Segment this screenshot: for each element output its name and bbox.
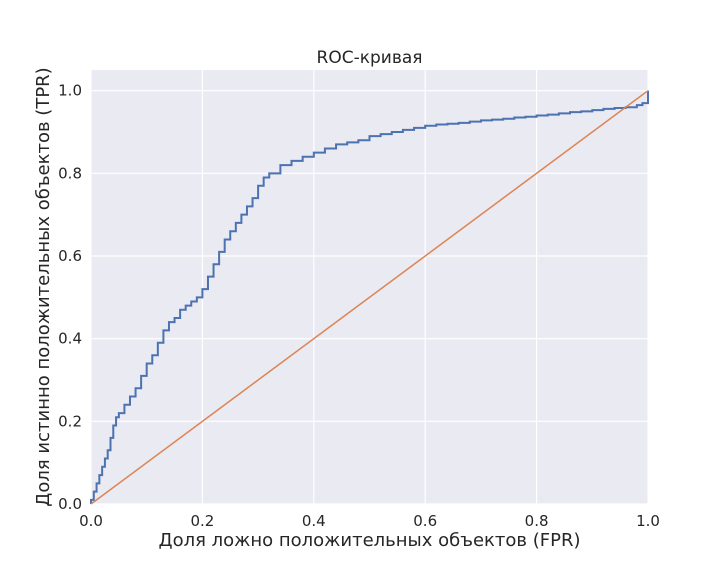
- chart-title: ROC-кривая: [317, 48, 423, 68]
- x-tick-label: 1.0: [636, 512, 660, 530]
- x-tick-label: 0.4: [302, 512, 326, 530]
- plot-area: [91, 70, 648, 504]
- x-axis-label: Доля ложно положительных объектов (FPR): [159, 530, 581, 551]
- y-tick-label: 0.6: [58, 247, 82, 265]
- y-tick-label: 0.0: [58, 495, 82, 513]
- y-tick-label: 1.0: [58, 82, 82, 100]
- x-tick-label: 0.0: [79, 512, 103, 530]
- series-group: [90, 90, 649, 505]
- x-tick-label: 0.2: [190, 512, 214, 530]
- x-tick-label: 0.6: [413, 512, 437, 530]
- x-tick-labels: 0.0 0.2 0.4 0.6 0.8 1.0: [79, 512, 660, 530]
- y-tick-label: 0.2: [58, 412, 82, 430]
- x-tick-label: 0.8: [525, 512, 549, 530]
- y-axis-label: Доля истинно положительных объектов (TPR…: [33, 67, 54, 506]
- roc-curve-line: [90, 90, 649, 504]
- y-tick-labels: 0.0 0.2 0.4 0.6 0.8 1.0: [58, 82, 82, 513]
- diagonal-baseline-line: [90, 90, 649, 505]
- grid-lines: [90, 70, 649, 505]
- y-tick-label: 0.8: [58, 164, 82, 182]
- y-tick-label: 0.4: [58, 330, 82, 348]
